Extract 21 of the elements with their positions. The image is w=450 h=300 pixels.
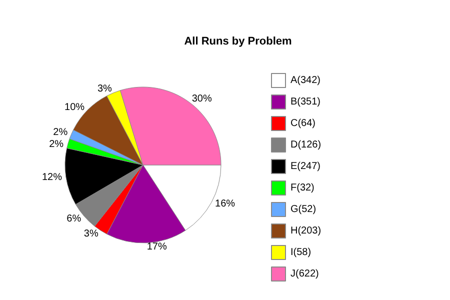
data-label: 10%	[64, 102, 85, 113]
data-label: 30%	[192, 94, 212, 105]
legend-label: B(351)	[290, 96, 321, 108]
data-label: 3%	[97, 84, 112, 95]
legend-label: F(32)	[290, 182, 314, 194]
legend-label: C(64)	[290, 118, 316, 129]
data-label: 3%	[84, 228, 98, 240]
data-label: 17%	[146, 241, 167, 252]
legend-label: E(247)	[290, 161, 321, 172]
data-label: 2%	[53, 127, 68, 138]
legend-label: H(203)	[290, 226, 322, 236]
legend-label: D(126)	[290, 140, 322, 150]
data-label: 2%	[49, 139, 64, 150]
data-label: 12%	[42, 172, 62, 184]
legend-label: G(52)	[290, 204, 316, 215]
legend-label: J(622)	[290, 268, 319, 280]
legend-label: A(342)	[290, 75, 321, 86]
chart-title: All Runs by Problem	[184, 36, 292, 48]
data-label: 6%	[66, 213, 82, 224]
legend-label: I(58)	[290, 247, 312, 258]
data-label: 16%	[215, 198, 236, 210]
